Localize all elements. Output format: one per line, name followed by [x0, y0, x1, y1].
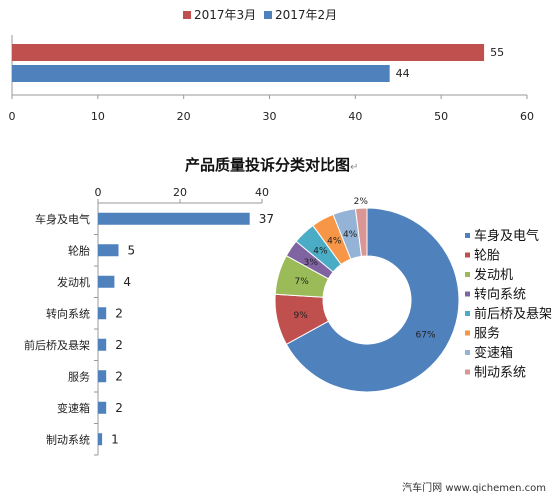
top-bar-data-label: 44	[396, 67, 410, 80]
top-x-tick-label: 10	[91, 110, 105, 123]
donut-data-label: 67%	[416, 331, 436, 341]
top-chart-legend: 2017年3月 2017年2月	[183, 8, 337, 22]
donut-data-label: 9%	[293, 311, 308, 321]
donut-legend-swatch	[465, 233, 470, 238]
left-bar	[98, 433, 103, 446]
category-bar-chart: 0 20 40 车身及电气 37 轮胎 5 发动机 4 转向系统 2 前后桥及悬架 2 服务 2 变速箱 2 制动…	[24, 186, 274, 456]
left-category-label: 转向系统	[46, 306, 90, 320]
left-bar	[98, 212, 250, 225]
donut-legend-label: 前后桥及悬架	[474, 306, 552, 322]
left-category-label: 变速箱	[57, 401, 90, 415]
left-bar	[98, 244, 119, 257]
donut-legend-label: 变速箱	[474, 345, 513, 361]
top-bar-chart: 0 10 20 30 40 50 60 55 44	[9, 35, 534, 123]
donut-legend-swatch	[465, 272, 470, 277]
left-bar	[98, 338, 107, 351]
left-bar-data-label: 1	[111, 432, 119, 446]
donut-legend-swatch	[465, 369, 470, 375]
left-bar	[98, 307, 107, 320]
watermark: 汽车门网 www.qichemen.com	[402, 481, 546, 494]
top-x-tick-label: 50	[434, 110, 448, 123]
donut-legend-swatch	[465, 291, 470, 297]
top-x-tick-label: 20	[177, 110, 191, 123]
donut-legend-label: 转向系统	[474, 287, 526, 303]
top-x-tick-label: 40	[348, 110, 362, 123]
left-bar-data-label: 2	[115, 306, 123, 320]
left-bar	[98, 275, 115, 288]
legend-swatch-feb	[264, 11, 272, 19]
donut-legend-swatch	[465, 330, 470, 336]
donut-data-label: 4%	[313, 246, 328, 256]
donut-legend-label: 服务	[474, 326, 500, 342]
left-x-tick-label: 40	[255, 186, 269, 199]
left-bar-data-label: 37	[259, 212, 274, 226]
left-category-label: 服务	[68, 370, 90, 383]
left-category-label: 制动系统	[46, 433, 90, 446]
top-bar-mar	[12, 44, 485, 61]
donut-legend-label: 车身及电气	[474, 228, 539, 244]
donut-data-label: 4%	[343, 230, 358, 240]
donut-legend-label: 轮胎	[474, 249, 500, 264]
donut-slice	[354, 207, 368, 257]
donut-data-label: 7%	[295, 277, 310, 287]
donut-legend-label: 制动系统	[474, 366, 526, 381]
left-bar-data-label: 2	[115, 369, 123, 383]
donut-legend-swatch	[465, 252, 470, 258]
left-bar	[98, 370, 107, 383]
left-x-tick-label: 0	[95, 186, 102, 199]
chart-title-mark: ↵	[350, 162, 358, 173]
left-bar	[98, 401, 107, 414]
donut-chart: 67%9%7%3%4%4%4%2%	[274, 197, 460, 393]
legend-label-mar: 2017年3月	[194, 8, 256, 22]
donut-legend-label: 发动机	[474, 267, 513, 283]
donut-legend-swatch	[465, 311, 470, 316]
left-bar-data-label: 5	[128, 243, 136, 257]
chart-title-text: 产品质量投诉分类对比图	[185, 156, 350, 174]
left-category-label: 前后桥及悬架	[24, 338, 90, 352]
top-bar-data-label: 55	[490, 46, 504, 59]
top-x-tick-label: 60	[520, 110, 534, 123]
top-x-tick-label: 0	[9, 110, 16, 123]
legend-swatch-mar	[183, 11, 191, 19]
left-bar-data-label: 2	[115, 401, 123, 415]
left-category-label: 轮胎	[68, 243, 90, 257]
donut-data-label: 2%	[354, 197, 369, 207]
left-category-label: 车身及电气	[35, 212, 90, 226]
top-x-tick-label: 30	[263, 110, 277, 123]
donut-slice	[285, 207, 460, 393]
legend-label-feb: 2017年2月	[275, 8, 337, 22]
top-bar-feb	[12, 65, 390, 82]
donut-legend-swatch	[465, 350, 470, 355]
left-bar-data-label: 2	[115, 338, 123, 352]
chart-title: 产品质量投诉分类对比图↵	[185, 156, 358, 174]
donut-data-label: 4%	[327, 236, 342, 246]
left-category-label: 发动机	[57, 275, 90, 289]
left-bar-data-label: 4	[123, 275, 131, 289]
donut-data-label: 3%	[304, 258, 319, 268]
left-x-tick-label: 20	[173, 186, 187, 199]
